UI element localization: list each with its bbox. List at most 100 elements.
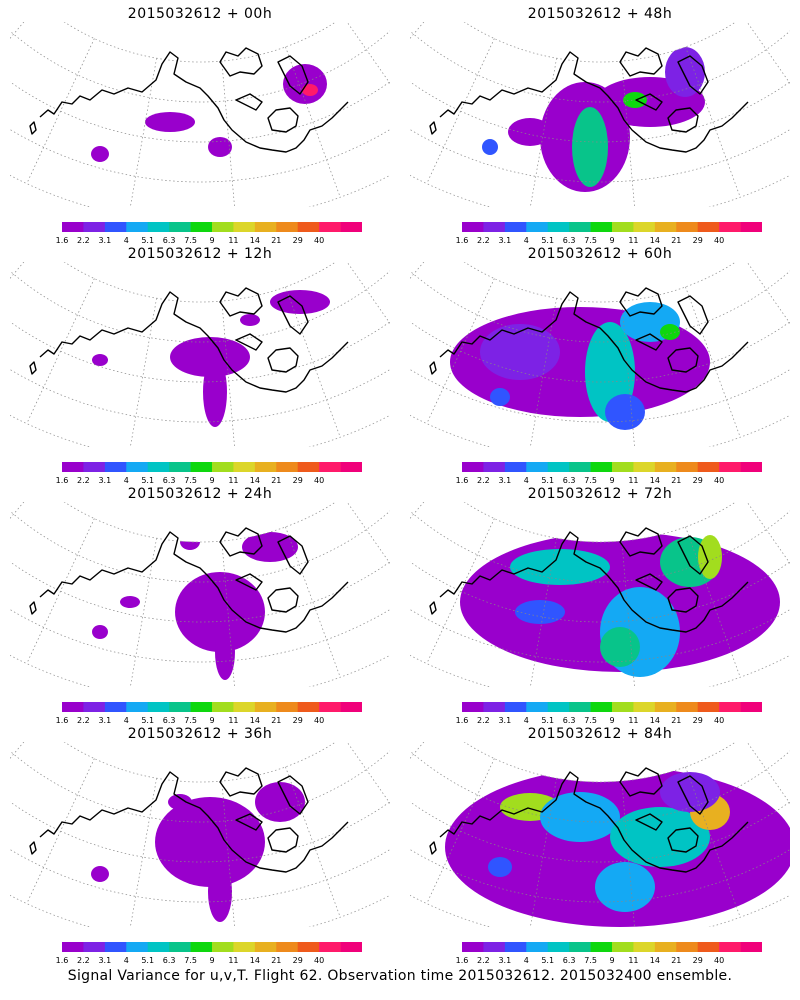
colorbar-label: 40 — [714, 956, 725, 965]
longitude-line — [10, 262, 25, 279]
colorbar-swatch — [169, 222, 191, 232]
colorbar-swatch — [276, 222, 299, 232]
longitude-line — [129, 298, 157, 447]
colorbar-label: 21 — [671, 476, 682, 485]
colorbar-swatch — [297, 702, 320, 712]
coastline-greenland — [277, 535, 309, 575]
colorbar-swatch — [233, 702, 256, 712]
colorbar-label: 4 — [123, 476, 129, 485]
colorbar-swatch — [276, 462, 299, 472]
variance-area — [155, 797, 265, 887]
colorbar-swatch — [233, 462, 256, 472]
variance-area — [480, 324, 560, 380]
variance-area — [240, 314, 260, 326]
variance-map — [10, 22, 390, 207]
coastline-island — [235, 93, 263, 111]
colorbar-label: 1.6 — [55, 716, 69, 725]
colorbar-swatch — [104, 462, 127, 472]
colorbar-swatch — [547, 222, 570, 232]
colorbar-swatch — [233, 222, 256, 232]
colorbar-label: 4 — [123, 716, 129, 725]
colorbar-swatch — [654, 942, 677, 952]
colorbar-label: 21 — [671, 956, 682, 965]
coastline-north-america — [439, 51, 749, 153]
longitude-line — [26, 38, 95, 184]
coastline-north-america — [39, 51, 349, 153]
colorbar-swatch — [169, 942, 191, 952]
colorbar-swatch — [483, 702, 506, 712]
latitude-line — [410, 321, 790, 383]
colorbar-label: 1.6 — [55, 956, 69, 965]
colorbar-label: 5.1 — [541, 716, 555, 725]
colorbar-label: 3.1 — [98, 236, 112, 245]
latitude-line — [10, 510, 390, 583]
colorbar-label: 5.1 — [541, 956, 555, 965]
variance-area — [540, 792, 620, 842]
colorbar-label: 29 — [692, 236, 703, 245]
coastline-island — [235, 573, 263, 591]
colorbar — [462, 702, 762, 712]
colorbar-label: 4 — [523, 476, 529, 485]
colorbar — [62, 222, 362, 232]
variance-area — [660, 324, 680, 340]
colorbar-swatch — [276, 702, 299, 712]
colorbar-swatch — [297, 942, 320, 952]
figure-caption: Signal Variance for u,v,T. Flight 62. Ob… — [67, 968, 733, 984]
coastline-greenland — [277, 775, 309, 815]
coastline-north-america — [39, 531, 349, 633]
colorbar-swatch — [169, 462, 191, 472]
colorbar-label: 29 — [692, 476, 703, 485]
latitude-line — [410, 750, 790, 823]
coastline-island — [429, 841, 437, 855]
colorbar-swatch — [254, 702, 277, 712]
colorbar-label: 6.3 — [162, 476, 176, 485]
latitude-line — [10, 270, 390, 343]
colorbar-swatch — [569, 222, 591, 232]
variance-area — [92, 625, 108, 639]
colorbar-swatch — [740, 222, 762, 232]
colorbar-label: 21 — [271, 716, 282, 725]
colorbar-label: 6.3 — [162, 716, 176, 725]
variance-map — [410, 742, 790, 927]
colorbar-label: 4 — [123, 236, 129, 245]
coastline-arctic-islands — [619, 287, 663, 317]
coastlines — [429, 767, 749, 873]
variance-field — [92, 532, 298, 680]
variance-field — [91, 782, 305, 922]
coastline-arctic-islands — [219, 47, 263, 77]
longitude-line — [529, 778, 557, 927]
longitude-line — [346, 742, 390, 804]
colorbar-swatch — [526, 222, 549, 232]
colorbar-label: 21 — [271, 236, 282, 245]
colorbar-label: 4 — [523, 236, 529, 245]
colorbar-swatch — [190, 222, 213, 232]
coastline-north-america — [439, 291, 749, 393]
colorbar-swatch — [612, 942, 634, 952]
colorbar-swatch — [526, 942, 549, 952]
colorbar-swatch — [633, 462, 656, 472]
colorbar — [62, 702, 362, 712]
variance-area — [255, 782, 305, 822]
variance-area — [515, 600, 565, 624]
variance-area — [302, 84, 318, 96]
colorbar-label: 40 — [714, 716, 725, 725]
coastline-hudson-bay — [667, 827, 699, 853]
variance-area — [92, 354, 108, 366]
colorbar-label: 29 — [292, 716, 303, 725]
colorbar-label: 7.5 — [184, 476, 197, 485]
longitude-line — [685, 286, 741, 438]
colorbar-label: 2.2 — [477, 716, 490, 725]
panel-title: 2015032612 + 48h — [527, 6, 673, 22]
colorbar-label: 5.1 — [141, 956, 155, 965]
map-boundary — [410, 742, 790, 927]
coastlines — [29, 287, 349, 393]
colorbar-swatch — [340, 462, 362, 472]
colorbar-label: 5.1 — [541, 236, 555, 245]
colorbar-swatch — [254, 942, 277, 952]
panel-title: 2015032612 + 36h — [127, 726, 273, 742]
coastline-greenland — [677, 535, 709, 575]
colorbar-label: 11 — [628, 716, 639, 725]
colorbar-swatch — [654, 222, 677, 232]
colorbar-label: 14 — [649, 956, 660, 965]
colorbar-label: 9 — [609, 716, 615, 725]
